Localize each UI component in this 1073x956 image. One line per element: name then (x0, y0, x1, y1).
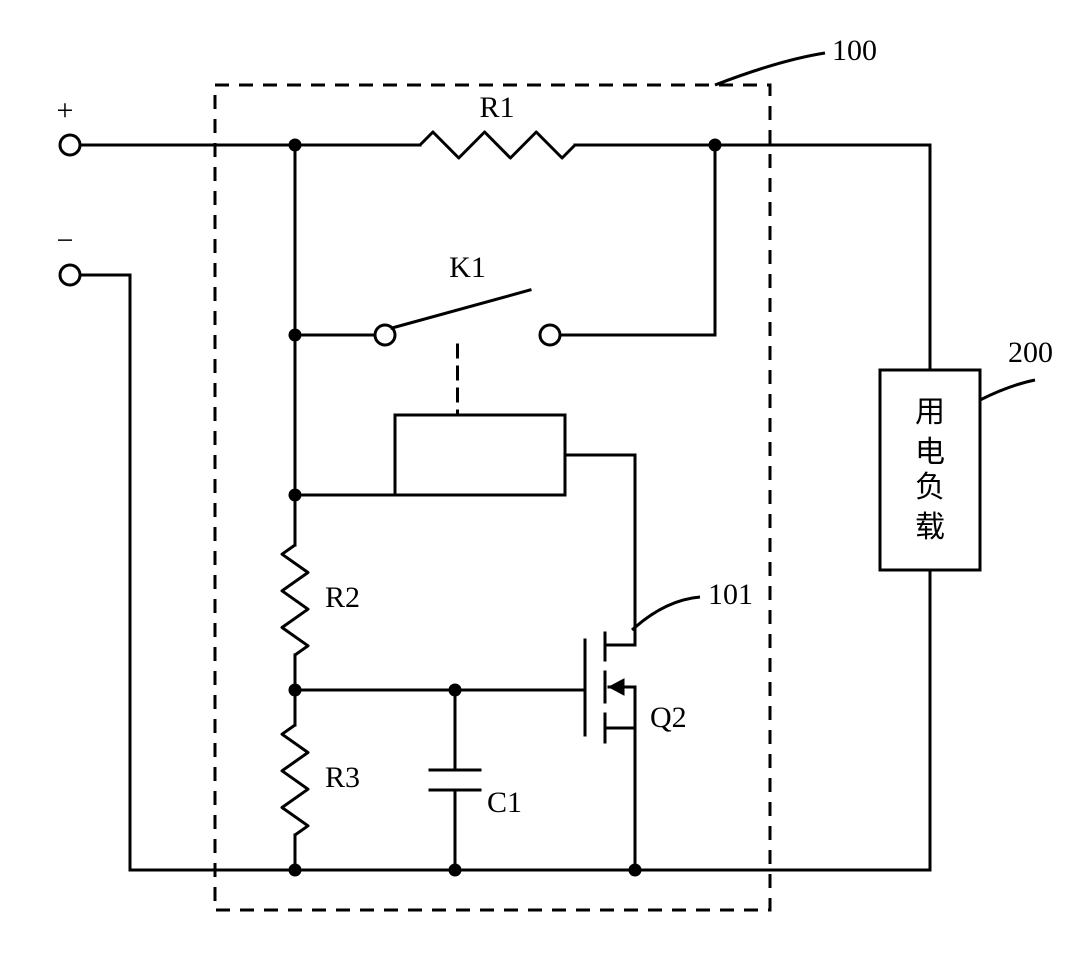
circle-element (289, 139, 302, 152)
path-element (420, 132, 575, 158)
path-element (282, 545, 308, 655)
circle-element (540, 325, 560, 345)
circle-element (289, 684, 302, 697)
text-element: 用 (915, 396, 945, 429)
ref-100: 100 (832, 34, 877, 67)
g-element (60, 132, 980, 835)
switch-K1 (392, 290, 530, 328)
label-R3: R3 (325, 761, 360, 794)
relay-coil (395, 415, 565, 495)
text-element: 负 (915, 471, 945, 504)
circle-element (449, 864, 462, 877)
terminal-plus (60, 135, 80, 155)
ref-200: 200 (1008, 336, 1053, 369)
path-element (632, 597, 700, 630)
circle-element (449, 684, 462, 697)
circle-element (629, 864, 642, 877)
circle-element (709, 139, 722, 152)
terminal-minus (60, 265, 80, 285)
path-element (282, 725, 308, 835)
g-element (80, 145, 930, 870)
circle-element (289, 489, 302, 502)
ref-101: 101 (708, 578, 753, 611)
label-R2: R2 (325, 581, 360, 614)
path-element (715, 53, 825, 85)
label-plus: + (57, 94, 74, 127)
circle-element (289, 329, 302, 342)
circle-element (289, 864, 302, 877)
label-Q2: Q2 (650, 701, 687, 734)
path-element (980, 380, 1035, 400)
text-element: 载 (915, 511, 945, 544)
label-K1: K1 (449, 251, 486, 284)
text-element: 电 (915, 436, 945, 469)
label-R1: R1 (479, 91, 514, 124)
label-minus: − (57, 224, 74, 257)
path-element (609, 679, 624, 695)
label-C1: C1 (487, 786, 522, 819)
